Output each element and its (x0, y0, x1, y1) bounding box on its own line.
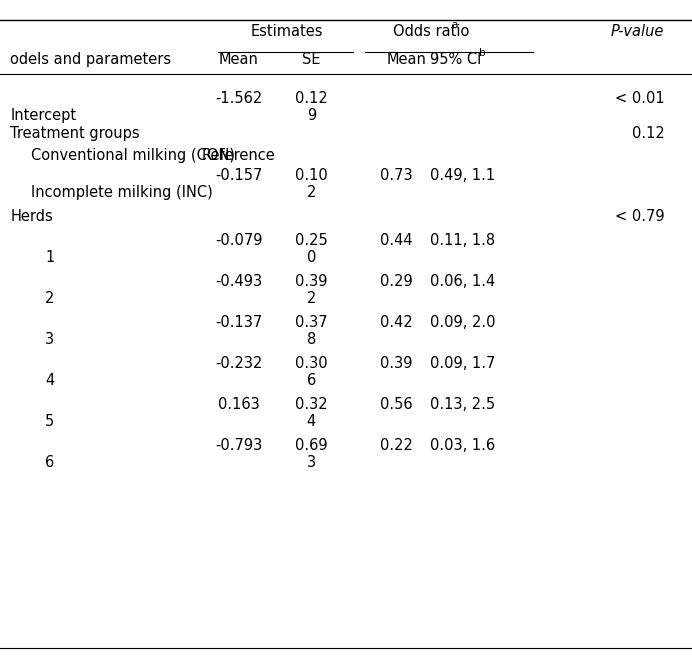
Text: SE: SE (302, 52, 320, 67)
Text: 2: 2 (307, 185, 316, 200)
Text: Herds: Herds (10, 209, 53, 223)
Text: b: b (479, 48, 486, 58)
Text: -0.157: -0.157 (215, 168, 262, 182)
Text: 0.30: 0.30 (295, 356, 328, 371)
Text: 0.10: 0.10 (295, 168, 328, 182)
Text: -0.079: -0.079 (215, 233, 262, 247)
Text: 0.49, 1.1: 0.49, 1.1 (430, 168, 495, 182)
Text: 95% CI: 95% CI (430, 52, 482, 67)
Text: 1: 1 (45, 250, 54, 265)
Text: 6: 6 (307, 373, 316, 388)
Text: 0.03, 1.6: 0.03, 1.6 (430, 438, 495, 453)
Text: 0.09, 1.7: 0.09, 1.7 (430, 356, 495, 371)
Text: -1.562: -1.562 (215, 91, 262, 105)
Text: Reference: Reference (202, 148, 275, 162)
Text: -0.493: -0.493 (215, 274, 262, 288)
Text: 0.44: 0.44 (380, 233, 413, 247)
Text: 0.39: 0.39 (295, 274, 327, 288)
Text: Mean: Mean (386, 52, 426, 67)
Text: 0.42: 0.42 (380, 315, 413, 330)
Text: 6: 6 (45, 455, 54, 470)
Text: 9: 9 (307, 108, 316, 123)
Text: 0.39: 0.39 (381, 356, 412, 371)
Text: -0.137: -0.137 (215, 315, 262, 330)
Text: 0.73: 0.73 (380, 168, 413, 182)
Text: 0.32: 0.32 (295, 397, 328, 412)
Text: 0.09, 2.0: 0.09, 2.0 (430, 315, 496, 330)
Text: 0.12: 0.12 (295, 91, 328, 105)
Text: 2: 2 (307, 291, 316, 306)
Text: 4: 4 (45, 373, 54, 388)
Text: 2: 2 (45, 291, 55, 306)
Text: 4: 4 (307, 414, 316, 429)
Text: P-value: P-value (611, 25, 664, 39)
Text: Treatment groups: Treatment groups (10, 127, 140, 141)
Text: Odds ratio: Odds ratio (393, 25, 469, 39)
Text: 0.06, 1.4: 0.06, 1.4 (430, 274, 495, 288)
Text: 0: 0 (307, 250, 316, 265)
Text: 0.11, 1.8: 0.11, 1.8 (430, 233, 495, 247)
Text: 0.13, 2.5: 0.13, 2.5 (430, 397, 495, 412)
Text: < 0.01: < 0.01 (614, 91, 664, 105)
Text: Intercept: Intercept (10, 108, 77, 123)
Text: 0.22: 0.22 (380, 438, 413, 453)
Text: 0.25: 0.25 (295, 233, 328, 247)
Text: 0.163: 0.163 (218, 397, 260, 412)
Text: a: a (451, 20, 457, 30)
Text: Estimates: Estimates (251, 25, 323, 39)
Text: Mean: Mean (219, 52, 259, 67)
Text: 0.69: 0.69 (295, 438, 328, 453)
Text: 3: 3 (45, 332, 54, 347)
Text: 0.29: 0.29 (380, 274, 413, 288)
Text: 0.37: 0.37 (295, 315, 328, 330)
Text: 8: 8 (307, 332, 316, 347)
Text: < 0.79: < 0.79 (614, 209, 664, 223)
Text: 0.12: 0.12 (632, 127, 664, 141)
Text: 0.56: 0.56 (380, 397, 413, 412)
Text: 5: 5 (45, 414, 54, 429)
Text: Conventional milking (CON): Conventional milking (CON) (31, 148, 235, 162)
Text: -0.793: -0.793 (215, 438, 262, 453)
Text: -0.232: -0.232 (215, 356, 262, 371)
Text: odels and parameters: odels and parameters (10, 52, 172, 67)
Text: Incomplete milking (INC): Incomplete milking (INC) (31, 185, 213, 200)
Text: 3: 3 (307, 455, 316, 470)
